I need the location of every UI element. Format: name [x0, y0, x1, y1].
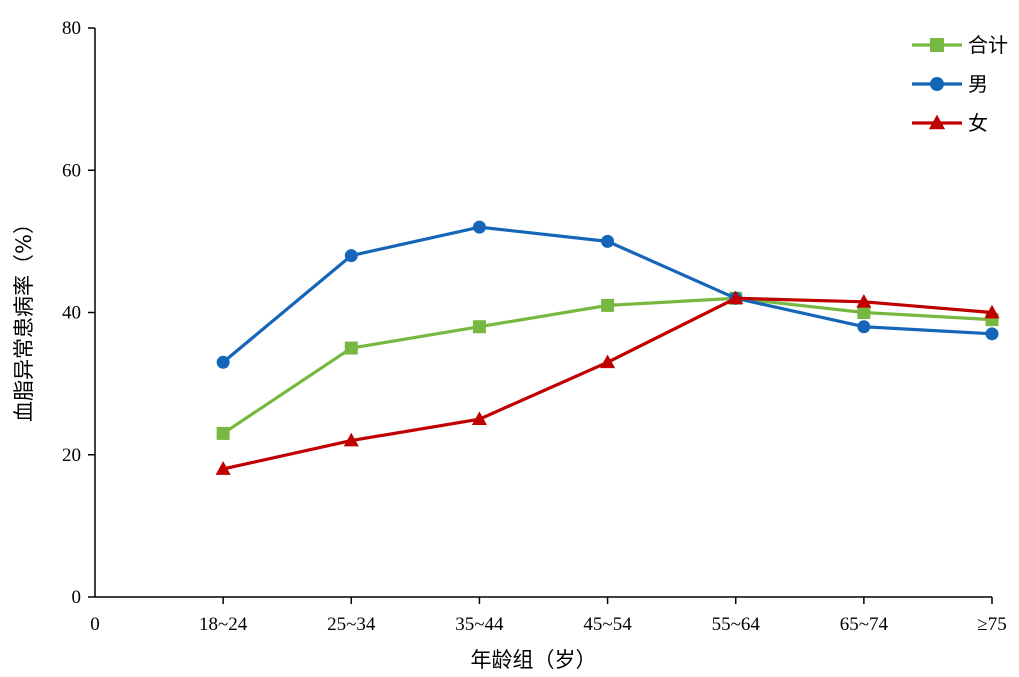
- data-point: [343, 432, 359, 447]
- legend-label: 男: [968, 72, 988, 96]
- series-line: [222, 296, 993, 471]
- data-point: [857, 306, 871, 319]
- x-tick-label: 45~54: [583, 614, 632, 635]
- data-point: [985, 327, 999, 341]
- data-point: [984, 304, 1000, 319]
- legend-marker: [930, 38, 944, 52]
- data-point: [471, 411, 487, 426]
- x-origin-label: 0: [90, 614, 100, 635]
- legend-label: 女: [968, 111, 988, 135]
- y-tick-label: 60: [62, 160, 81, 181]
- x-tick-label: 65~74: [840, 614, 889, 635]
- legend-entry: 男: [912, 72, 988, 96]
- y-tick-label: 20: [62, 445, 81, 466]
- y-tick-label: 0: [72, 587, 82, 608]
- legend-marker: [930, 77, 944, 91]
- axes: 20 40 60 80 00 18~24 25~34 35~44 45~54 55~64 65~74…: [62, 18, 1007, 635]
- data-point: [472, 220, 486, 234]
- data-point: [728, 290, 744, 305]
- data-point: [601, 234, 615, 248]
- series-layer: [215, 220, 1000, 475]
- x-tick-label: 25~34: [327, 614, 376, 635]
- x-tick-label: 35~44: [455, 614, 504, 635]
- data-point: [601, 298, 615, 312]
- data-point: [857, 320, 871, 334]
- data-point: [344, 341, 358, 355]
- data-point: [344, 249, 358, 263]
- data-point: [472, 320, 486, 334]
- legend-marker: [928, 114, 946, 130]
- data-point: [600, 354, 616, 369]
- y-tick-label: 80: [62, 18, 81, 39]
- legend-entry: 合计: [912, 33, 1008, 57]
- legend-label: 合计: [968, 33, 1008, 57]
- x-axis-title: 年龄组（岁）: [471, 648, 597, 672]
- x-tick-label: 55~64: [712, 614, 761, 635]
- series-2: [216, 220, 999, 369]
- legend-entry: 女: [912, 111, 988, 135]
- y-tick-label: 40: [62, 303, 81, 324]
- y-axis-title: 血脂异常患病率（%）: [12, 213, 36, 422]
- data-point: [215, 461, 231, 475]
- data-point: [216, 355, 230, 369]
- series-3: [215, 290, 1000, 475]
- data-point: [856, 294, 872, 308]
- x-tick-label: ≥75: [977, 614, 1006, 635]
- data-point: [216, 426, 230, 440]
- x-tick-label: 18~24: [199, 614, 248, 635]
